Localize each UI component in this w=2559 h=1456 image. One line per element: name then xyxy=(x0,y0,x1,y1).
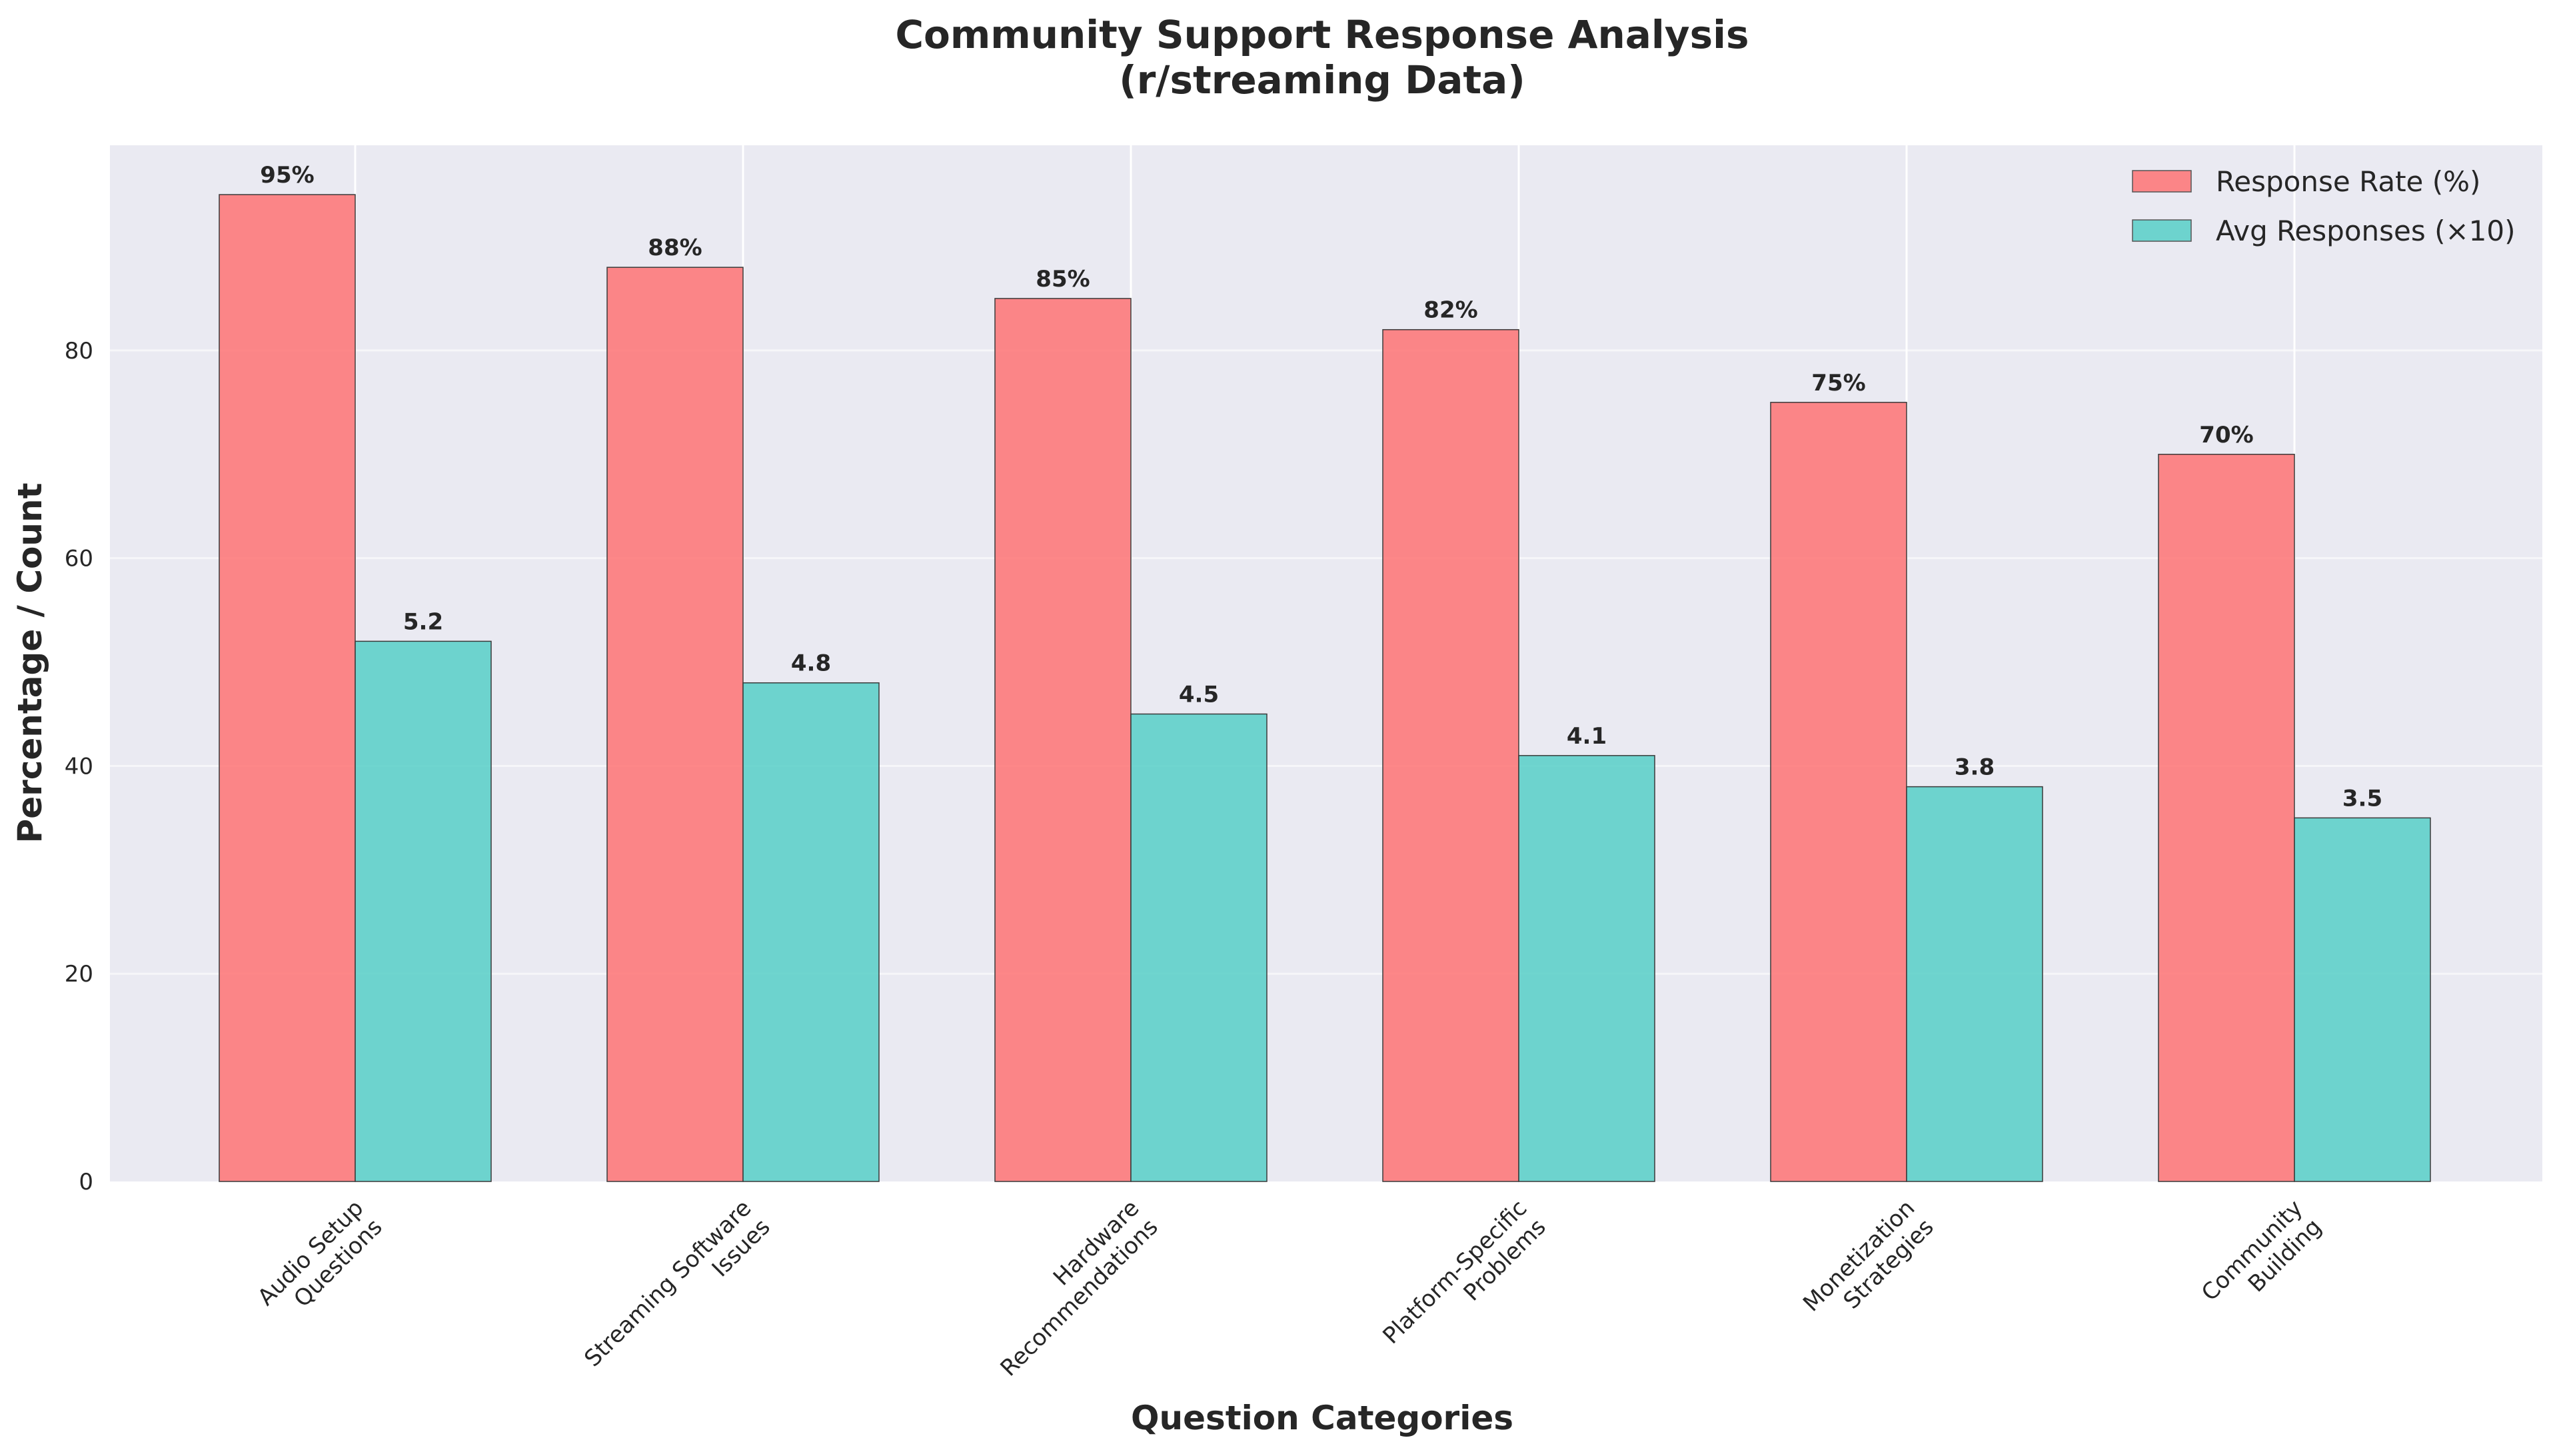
y-tick-label: 20 xyxy=(65,961,93,988)
y-axis-label: Percentage / Count xyxy=(11,483,49,844)
chart-title-line-1: Community Support Response Analysis xyxy=(895,12,1749,57)
data-label-avg-responses: 4.8 xyxy=(791,650,831,677)
bar-avg-responses xyxy=(742,682,880,1182)
bar-avg-responses xyxy=(1906,786,2043,1182)
y-tick-label: 40 xyxy=(65,753,93,780)
bar-response-rate xyxy=(219,194,356,1182)
bar-avg-responses xyxy=(2294,817,2431,1182)
bar-avg-responses xyxy=(1130,713,1268,1182)
legend-swatch-avg-responses xyxy=(2132,219,2192,242)
data-labels: 95% 5.2 88% 4.8 85% 4.5 82% 4.1 75% 3.8 70% 3.5 xyxy=(260,162,2382,812)
bar-response-rate xyxy=(606,267,744,1182)
bar-response-rate xyxy=(1770,402,1907,1182)
legend-label-response-rate: Response Rate (%) xyxy=(2216,165,2480,198)
chart-title-line-2: (r/streaming Data) xyxy=(1119,57,1525,103)
x-axis-label: Question Categories xyxy=(1131,1399,1513,1437)
data-label-avg-responses: 3.5 xyxy=(2342,785,2382,812)
data-label-response-rate: 82% xyxy=(1423,297,1477,324)
y-tick-label: 0 xyxy=(79,1169,93,1195)
legend-label-avg-responses: Avg Responses (×10) xyxy=(2216,215,2516,247)
bars xyxy=(219,194,2431,1182)
y-tick-label: 80 xyxy=(65,338,93,364)
data-label-response-rate: 95% xyxy=(260,162,314,189)
data-label-response-rate: 88% xyxy=(648,235,702,261)
data-label-response-rate: 70% xyxy=(2199,422,2253,448)
data-label-avg-responses: 4.5 xyxy=(1179,681,1219,708)
legend: Response Rate (%) Avg Responses (×10) xyxy=(2132,165,2516,247)
y-tick-label: 60 xyxy=(65,546,93,572)
data-label-response-rate: 75% xyxy=(1811,370,1865,396)
data-label-avg-responses: 3.8 xyxy=(1955,754,1995,781)
bar-response-rate xyxy=(1382,329,1519,1182)
legend-swatch-response-rate xyxy=(2132,170,2192,193)
data-label-response-rate: 85% xyxy=(1036,266,1090,293)
y-tick-labels: 0 20 40 60 80 xyxy=(65,338,93,1195)
horizontal-gridlines xyxy=(110,349,2542,975)
plot-area xyxy=(110,145,2542,1181)
bar-avg-responses xyxy=(1518,755,1655,1182)
data-label-avg-responses: 5.2 xyxy=(403,608,443,635)
bar-avg-responses xyxy=(355,640,492,1182)
data-label-avg-responses: 4.1 xyxy=(1567,723,1607,750)
bar-response-rate xyxy=(2158,454,2295,1182)
bar-response-rate xyxy=(994,298,1132,1182)
